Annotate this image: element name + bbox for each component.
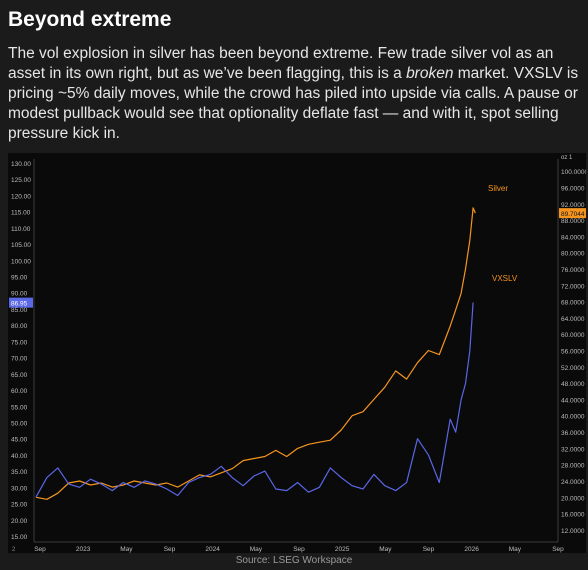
x-tick-label: Sep <box>34 546 46 553</box>
right-tick-label: 36.0000 <box>561 430 585 437</box>
right-tick-label: 72.0000 <box>561 283 585 290</box>
right-tick-label: 12.0000 <box>561 528 585 535</box>
x-tick-label: 2023 <box>76 546 91 553</box>
left-tick-label: 110.00 <box>11 226 31 233</box>
right-tick-label: 20.0000 <box>561 495 585 502</box>
silver-series-label: Silver <box>488 184 508 193</box>
left-tick-label: 100.00 <box>11 258 31 265</box>
x-tick-label: Sep <box>552 546 564 553</box>
right-axis-unit-label: oz 1 <box>561 155 573 161</box>
x-tick-label: Sep <box>423 546 435 553</box>
right-tick-label: 76.0000 <box>561 267 585 274</box>
left-tick-label: 25.00 <box>11 502 28 509</box>
left-tick-label: 130.00 <box>11 161 31 168</box>
left-tick-label: 55.00 <box>11 404 28 411</box>
vxslv-series-label: VXSLV <box>492 274 518 283</box>
left-tick-label: 15.00 <box>11 534 28 541</box>
x-tick-label: May <box>250 546 263 553</box>
left-tick-label: 60.00 <box>11 388 28 395</box>
chart-panel: 15.00 20.00 25.00 30.00 35.00 40.00 45.00 50.00… <box>8 153 586 553</box>
right-tick-label: 92.0000 <box>561 202 585 209</box>
left-tick-label: 45.00 <box>11 437 28 444</box>
series-line-vxslv <box>35 302 474 498</box>
left-tick-label: 40.00 <box>11 453 28 460</box>
left-tick-label: 85.00 <box>11 307 28 314</box>
left-tick-label: 75.00 <box>11 339 28 346</box>
x-tick-label: May <box>120 546 133 553</box>
commentary-paragraph: The vol explosion in silver has been bey… <box>8 44 582 144</box>
paragraph-text-2: market. VXSLV is pricing ~5% daily moves… <box>8 65 579 142</box>
corner-label: 2 <box>12 547 16 553</box>
x-tick-label: 2026 <box>464 546 479 553</box>
left-tick-label: 50.00 <box>11 420 28 427</box>
left-tick-label: 115.00 <box>11 210 31 217</box>
right-tick-label: 60.0000 <box>561 332 585 339</box>
right-tick-label: 88.0000 <box>561 218 585 225</box>
x-tick-label: 2025 <box>335 546 350 553</box>
left-tick-label: 90.00 <box>11 291 28 298</box>
right-tick-label: 96.0000 <box>561 185 585 192</box>
left-tick-label: 30.00 <box>11 485 28 492</box>
paragraph-text-1: The vol explosion in silver has been bey… <box>8 45 554 82</box>
left-tick-label: 80.00 <box>11 323 28 330</box>
right-tick-label: 48.0000 <box>561 381 585 388</box>
right-tick-label: 44.0000 <box>561 397 585 404</box>
x-tick-label: 2024 <box>205 546 220 553</box>
right-tick-label: 56.0000 <box>561 349 585 356</box>
left-tick-label: 20.00 <box>11 518 28 525</box>
paragraph-emphasis: broken <box>406 65 454 82</box>
x-tick-label: May <box>509 546 522 553</box>
x-tick-label: Sep <box>293 546 305 553</box>
silver-last-value: 89.7044 <box>561 211 585 218</box>
vxslv-last-value-box <box>9 297 33 308</box>
series-line-silver <box>35 207 476 500</box>
right-tick-label: 100.0000 <box>561 169 586 176</box>
page-title: Beyond extreme <box>8 8 172 31</box>
left-tick-label: 105.00 <box>11 242 31 249</box>
right-tick-label: 52.0000 <box>561 365 585 372</box>
right-tick-label: 80.0000 <box>561 251 585 258</box>
x-tick-label: Sep <box>164 546 176 553</box>
left-tick-label: 125.00 <box>11 177 31 184</box>
left-tick-label: 65.00 <box>11 372 28 379</box>
vxslv-last-value: 86.95 <box>11 301 28 308</box>
left-tick-label: 70.00 <box>11 356 28 363</box>
right-tick-label: 24.0000 <box>561 479 585 486</box>
right-tick-label: 32.0000 <box>561 446 585 453</box>
right-tick-label: 16.0000 <box>561 512 585 519</box>
line-chart: 15.00 20.00 25.00 30.00 35.00 40.00 45.00 50.00… <box>9 155 586 553</box>
source-note: Source: LSEG Workspace <box>235 555 353 566</box>
silver-last-value-box <box>559 208 586 219</box>
left-tick-label: 120.00 <box>11 193 31 200</box>
right-tick-label: 68.0000 <box>561 300 585 307</box>
right-tick-label: 28.0000 <box>561 463 585 470</box>
left-tick-label: 35.00 <box>11 469 28 476</box>
right-tick-label: 84.0000 <box>561 234 585 241</box>
right-tick-label: 40.0000 <box>561 414 585 421</box>
right-tick-label: 64.0000 <box>561 316 585 323</box>
left-tick-label: 95.00 <box>11 275 28 282</box>
x-tick-label: May <box>379 546 392 553</box>
